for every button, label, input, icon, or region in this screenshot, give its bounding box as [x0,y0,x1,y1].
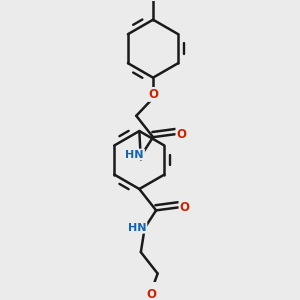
Text: HN: HN [125,149,144,160]
Text: O: O [176,128,186,141]
Text: HN: HN [128,223,146,233]
Text: O: O [146,288,157,300]
Text: O: O [148,88,158,101]
Text: O: O [179,201,190,214]
